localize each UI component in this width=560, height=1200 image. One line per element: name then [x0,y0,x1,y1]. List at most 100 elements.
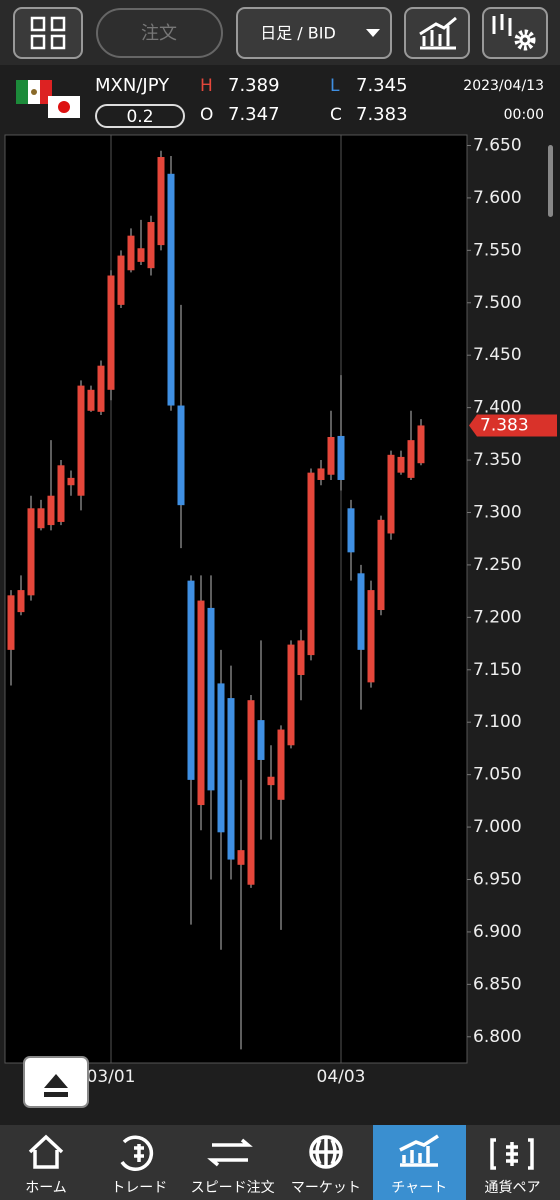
scrollbar [548,145,553,217]
nav-label[interactable]: チャート [391,1180,447,1196]
y-tick-label: 7.250 [473,555,522,575]
candle-body [17,590,25,613]
candle-body [47,495,55,526]
candle-body [307,472,315,656]
y-tick-label: 7.200 [473,607,522,627]
last-price-label: 7.383 [480,415,529,435]
menu-button[interactable] [13,7,83,59]
candle-body [67,477,75,486]
candle-body [107,275,115,390]
pair: MXN/JPY [95,75,170,96]
candle-body [77,385,85,496]
candle-body [187,580,195,780]
nav-icon [120,1135,154,1171]
candle-body [247,700,255,885]
candle-body [217,683,225,833]
y-tick-label: 7.550 [473,240,522,260]
nav-icon [399,1134,439,1167]
nav-label[interactable]: マーケット [291,1180,361,1196]
y-tick-label: 7.050 [473,765,522,785]
y-tick-label: 6.850 [473,974,522,994]
spread: 0.2 [126,107,153,127]
close: 7.383 [356,104,408,125]
x-tick-label: 03/01 [87,1067,136,1087]
candle-body [167,173,175,406]
high: 7.389 [228,75,280,96]
candle-body [377,519,385,611]
y-tick-label: 6.950 [473,869,522,889]
x-tick-label: 04/03 [317,1067,366,1087]
candle-body [297,640,305,676]
candle-body [27,508,35,596]
y-tick-label: 7.650 [473,135,522,155]
chart: 03/01 04/03 7.650 7.600 7.550 7.500 7.450 7.400… [7,135,557,1087]
y-tick-label: 7.300 [473,502,522,522]
high-label: H [200,76,213,96]
candle-body [147,222,155,269]
candle-body [387,454,395,534]
candle-body [357,573,365,650]
nav-label[interactable]: 通貨ペア [485,1179,541,1196]
last-price-marker [469,414,557,437]
candle-body [337,435,345,480]
y-tick-label: 7.400 [473,398,522,418]
candle-body [317,468,325,480]
nav-icon [490,1138,534,1170]
candle-body [277,729,285,800]
close-label: C [330,105,342,125]
candle-body [127,235,135,271]
candle-body [7,595,15,650]
timeframe-label: 日足 / BID [260,24,336,43]
date: 2023/04/13 [463,78,544,94]
timeframe-select[interactable] [236,7,392,59]
candle-body [267,776,275,786]
candle-body [397,456,405,473]
plot-area [4,134,468,1064]
settings-button[interactable] [482,7,548,59]
y-tick-label: 7.000 [473,817,522,837]
nav-icon [28,1134,64,1169]
candle-body [197,600,205,806]
nav-icon [207,1138,253,1167]
spread-box [95,104,185,128]
candle-body [327,436,335,475]
candle-body [367,590,375,683]
y-tick-label: 6.800 [473,1027,522,1047]
candle-body [177,405,185,506]
candle-body [157,157,165,246]
y-tick-label: 7.600 [473,188,522,208]
nav-items: ホーム トレード スピード注文 マーケット チャート 通貨ペア [25,1134,541,1196]
open: 7.347 [228,104,280,125]
open-label: O [200,105,213,125]
nav-label[interactable]: トレード [111,1180,167,1196]
order-button[interactable] [96,8,223,58]
candle-body [207,607,215,791]
candle-body [347,508,355,553]
candle-body [417,425,425,464]
candle-body [97,365,105,412]
y-tick-label: 7.500 [473,293,522,313]
indicator-button[interactable] [404,7,470,59]
candle-body [287,644,295,746]
collapse-button[interactable] [23,1056,89,1108]
y-tick-label: 7.100 [473,712,522,732]
nav-label[interactable]: スピード注文 [191,1180,275,1196]
time: 00:00 [504,107,544,123]
low-label: L [330,76,340,96]
candle-body [87,389,95,411]
candle-body [137,248,145,262]
dropdown-arrow [366,29,380,37]
candle-body [117,255,125,305]
candle-body [57,465,65,522]
nav-label[interactable]: ホーム [25,1180,67,1196]
order-label: 注文 [141,23,177,44]
nav-bar [0,1125,560,1200]
candle-body [257,720,265,760]
candle-body [37,508,45,529]
y-tick-label: 7.450 [473,345,522,365]
y-tick-label: 7.350 [473,450,522,470]
flags [16,80,80,118]
candle-body [237,850,245,865]
